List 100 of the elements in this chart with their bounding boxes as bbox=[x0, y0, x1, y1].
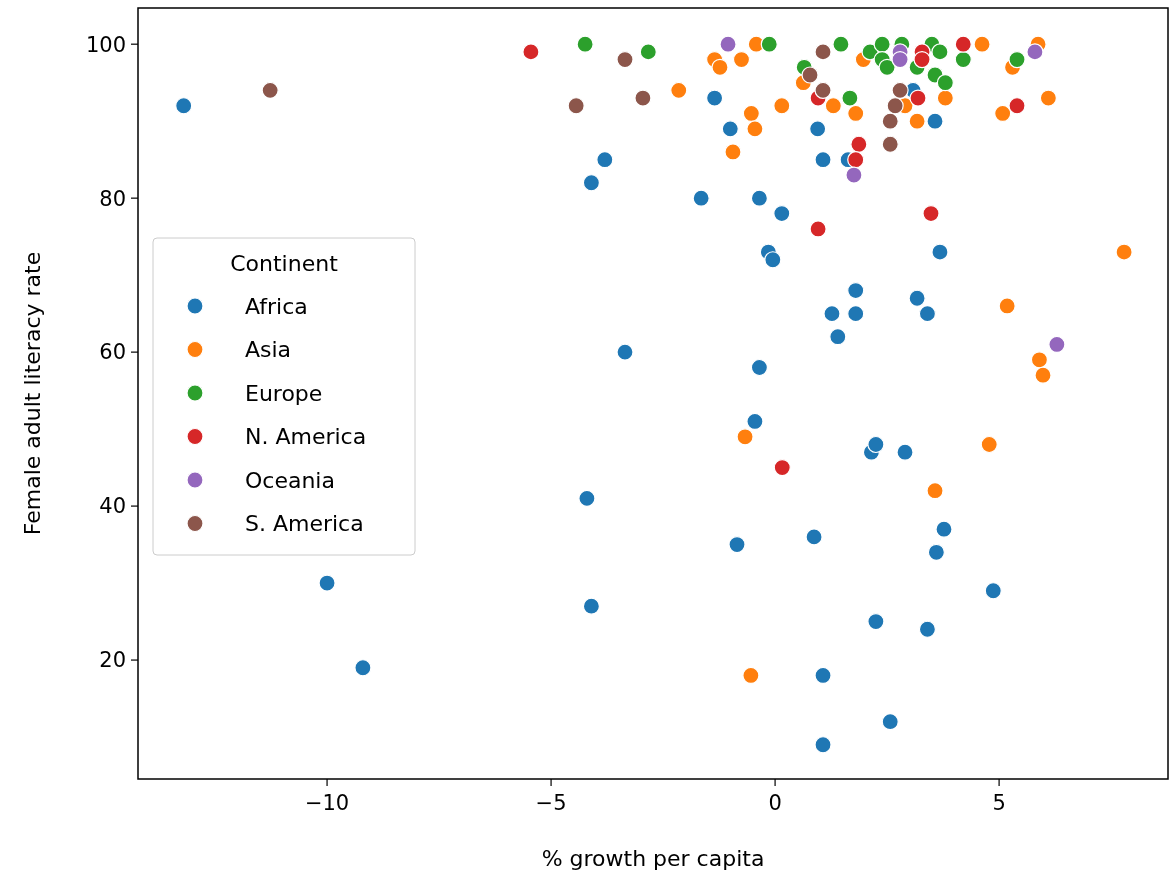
point bbox=[936, 89, 954, 107]
point bbox=[742, 666, 760, 685]
point bbox=[823, 305, 841, 323]
point bbox=[867, 612, 885, 631]
point bbox=[578, 489, 596, 507]
point bbox=[847, 104, 865, 123]
point bbox=[954, 35, 972, 53]
point bbox=[845, 166, 863, 184]
y-axis-title: Female adult literacy rate bbox=[20, 251, 45, 536]
point bbox=[984, 582, 1002, 600]
point bbox=[922, 204, 940, 223]
point bbox=[841, 89, 859, 107]
point bbox=[927, 543, 945, 561]
point bbox=[847, 151, 865, 169]
point bbox=[994, 104, 1012, 123]
point bbox=[773, 204, 791, 223]
point bbox=[670, 81, 688, 99]
point bbox=[973, 35, 991, 53]
legend-label: S. America bbox=[245, 511, 364, 537]
point bbox=[809, 220, 827, 238]
legend-label: Africa bbox=[245, 293, 308, 319]
legend-label: N. America bbox=[245, 424, 367, 450]
point bbox=[318, 574, 336, 592]
x-tick-label: 0 bbox=[768, 791, 782, 815]
point bbox=[764, 251, 782, 269]
point bbox=[582, 597, 600, 615]
point bbox=[931, 243, 949, 261]
point bbox=[1030, 351, 1049, 369]
point bbox=[824, 97, 842, 115]
point bbox=[354, 659, 372, 677]
point bbox=[1008, 97, 1026, 115]
point bbox=[814, 81, 832, 99]
point bbox=[814, 43, 832, 61]
point bbox=[931, 43, 949, 61]
point bbox=[954, 50, 972, 69]
point bbox=[881, 112, 899, 130]
legend-label: Oceania bbox=[245, 467, 335, 493]
y-tick-label: 20 bbox=[99, 648, 126, 673]
y-tick-label: 60 bbox=[99, 340, 126, 365]
point bbox=[1039, 89, 1057, 107]
point bbox=[926, 482, 944, 500]
point bbox=[719, 35, 737, 53]
point bbox=[829, 328, 847, 346]
point bbox=[773, 459, 791, 477]
point bbox=[261, 81, 279, 99]
point bbox=[805, 528, 823, 546]
point bbox=[1008, 50, 1026, 69]
point bbox=[913, 50, 931, 69]
point bbox=[750, 189, 769, 207]
point bbox=[878, 58, 896, 76]
legend-label: Europe bbox=[245, 380, 323, 406]
point bbox=[873, 35, 891, 53]
point bbox=[582, 174, 600, 192]
point bbox=[881, 135, 899, 153]
point bbox=[724, 143, 742, 161]
point bbox=[936, 74, 954, 92]
point bbox=[616, 343, 634, 361]
point bbox=[750, 358, 769, 377]
point bbox=[891, 81, 909, 99]
point bbox=[746, 412, 764, 431]
point bbox=[814, 736, 832, 754]
point bbox=[706, 89, 724, 107]
x-tick-label: −10 bbox=[304, 791, 350, 815]
point bbox=[886, 97, 904, 115]
point bbox=[867, 435, 885, 454]
y-tick-label: 100 bbox=[85, 32, 126, 57]
point bbox=[634, 89, 652, 107]
point bbox=[847, 281, 865, 300]
point bbox=[711, 58, 729, 76]
point bbox=[760, 35, 778, 53]
point bbox=[850, 135, 868, 153]
y-tick-label: 80 bbox=[99, 186, 126, 211]
point bbox=[891, 50, 909, 69]
point bbox=[596, 151, 614, 169]
point bbox=[576, 35, 594, 53]
point bbox=[1034, 366, 1052, 384]
point bbox=[1026, 43, 1044, 61]
point bbox=[616, 50, 634, 69]
legend-label: Asia bbox=[245, 337, 292, 363]
point bbox=[935, 520, 953, 538]
point bbox=[998, 297, 1016, 315]
point bbox=[909, 89, 927, 107]
point bbox=[908, 289, 926, 307]
point bbox=[801, 66, 819, 84]
point bbox=[746, 120, 764, 138]
point bbox=[1048, 335, 1066, 354]
point bbox=[728, 535, 746, 554]
point bbox=[814, 151, 832, 169]
point bbox=[908, 112, 926, 130]
x-axis-title: % growth per capita bbox=[541, 846, 765, 871]
point bbox=[732, 50, 751, 69]
point bbox=[881, 713, 899, 731]
legend-title: Continent bbox=[230, 251, 339, 276]
point bbox=[567, 97, 585, 115]
point bbox=[742, 104, 760, 123]
point bbox=[773, 97, 791, 115]
point bbox=[175, 97, 193, 115]
y-tick-label: 40 bbox=[99, 494, 126, 519]
point bbox=[814, 666, 832, 685]
point bbox=[926, 112, 944, 130]
